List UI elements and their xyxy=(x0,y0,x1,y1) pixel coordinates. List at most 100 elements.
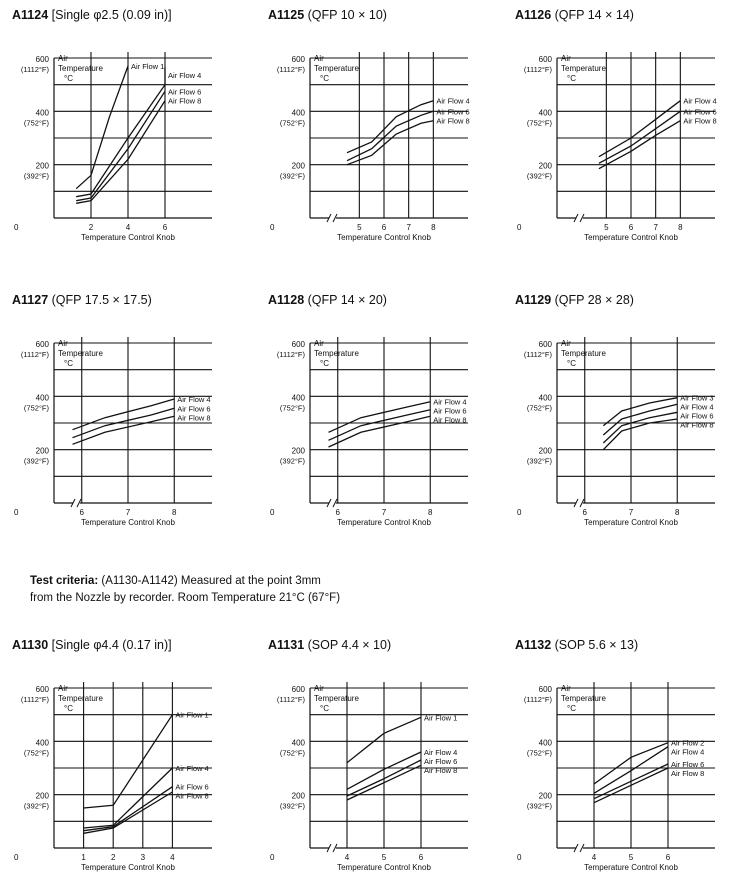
series-line xyxy=(83,714,173,809)
ytick-600-f: (1112°F) xyxy=(524,65,553,74)
ytick-200: 200 xyxy=(539,792,553,801)
chart-title: A1129 (QFP 28 × 28) xyxy=(515,293,634,307)
ylabel-line2: Temperature xyxy=(314,349,359,358)
axis-break-gap xyxy=(73,499,80,507)
chart-svg: 600(1112°F)400(752°F)200(392°F)AirTemper… xyxy=(270,682,468,872)
ytick-600: 600 xyxy=(36,55,50,64)
ylabel-line3: °C xyxy=(320,359,329,368)
ylabel-line1: Air xyxy=(561,339,571,348)
ytick-200-f: (392°F) xyxy=(280,802,306,811)
ylabel-line1: Air xyxy=(314,339,324,348)
origin-label: 0 xyxy=(517,223,522,232)
axis-break-mark xyxy=(326,213,332,223)
axis-break-mark xyxy=(579,843,585,853)
ytick-200-f: (392°F) xyxy=(527,172,553,181)
xtick-label: 6 xyxy=(80,508,85,517)
origin-label: 0 xyxy=(14,508,19,517)
ytick-200-f: (392°F) xyxy=(280,457,306,466)
chart-model: A1124 xyxy=(12,8,49,22)
ytick-400: 400 xyxy=(539,738,553,747)
ytick-400-f: (752°F) xyxy=(280,403,306,412)
series-label: Air Flow 6 xyxy=(671,760,704,769)
series-line xyxy=(75,65,129,190)
axis-break-gap xyxy=(329,499,336,507)
series-line xyxy=(328,409,431,441)
series-line xyxy=(346,110,434,162)
ytick-400-f: (752°F) xyxy=(527,748,553,757)
series-line xyxy=(76,67,166,198)
ylabel-line2: Temperature xyxy=(561,694,606,703)
xtick-label: 5 xyxy=(604,223,609,232)
ytick-400-f: (752°F) xyxy=(527,403,553,412)
chart-title: A1130 [Single φ4.4 (0.17 in)] xyxy=(12,638,172,652)
series-line xyxy=(602,403,678,436)
chart-a1126: A1126 (QFP 14 × 14) 600 (1112°F) 400 (752°F)… xyxy=(515,8,730,253)
ylabel-line1: Air xyxy=(561,684,571,693)
series-line xyxy=(346,100,434,154)
series-line xyxy=(72,398,175,431)
ytick-400-f: (752°F) xyxy=(527,118,553,127)
xtick-label: 2 xyxy=(89,223,94,232)
ytick-600-f: (1112°F) xyxy=(277,65,306,74)
series-line xyxy=(346,716,422,764)
ylabel-line1: Air xyxy=(58,684,68,693)
ylabel-line1: Air xyxy=(561,54,571,63)
series-label: Air Flow 8 xyxy=(433,416,466,425)
series-label: Air Flow 8 xyxy=(680,421,713,430)
series-label: Air Flow 6 xyxy=(680,412,713,421)
test-criteria-note: Test criteria: (A1130-A1142) Measured at… xyxy=(30,573,340,607)
series-label: Air Flow 1 xyxy=(131,62,164,71)
ylabel-line3: °C xyxy=(320,74,329,83)
ytick-200: 200 xyxy=(36,447,50,456)
chart-desc: [Single φ2.5 (0.09 in)] xyxy=(48,8,172,22)
axis-break-mark xyxy=(579,498,585,508)
axis-break-gap xyxy=(576,844,583,852)
xtick-label: 8 xyxy=(431,223,436,232)
ytick-600: 600 xyxy=(36,340,50,349)
series-line xyxy=(328,401,431,433)
xtick-label: 4 xyxy=(126,223,131,232)
chart-a1129: A1129 (QFP 28 × 28) 600 (1112°F) 400 (752°F)… xyxy=(515,293,730,538)
series-label: Air Flow 1 xyxy=(424,713,457,722)
ytick-200: 200 xyxy=(292,447,306,456)
axis-break-gap xyxy=(576,214,583,222)
chart-a1125: A1125 (QFP 10 × 10) 600 (1112°F) 400 (752°F)… xyxy=(268,8,488,253)
chart-desc: (QFP 10 × 10) xyxy=(304,8,387,22)
xlabel: Temperature Control Knob xyxy=(584,863,678,872)
chart-model: A1127 xyxy=(12,293,49,307)
ylabel-line3: °C xyxy=(64,704,73,713)
series-label: Air Flow 6 xyxy=(168,87,201,96)
axis-break-mark xyxy=(326,843,332,853)
chart-model: A1129 xyxy=(515,293,552,307)
ytick-600: 600 xyxy=(539,340,553,349)
series-label: Air Flow 4 xyxy=(177,395,210,404)
ylabel-line1: Air xyxy=(314,684,324,693)
chart-title: A1124 [Single φ2.5 (0.09 in)] xyxy=(12,8,172,22)
chart-svg: 600(1112°F)400(752°F)200(392°F)AirTemper… xyxy=(270,337,468,527)
ytick-600: 600 xyxy=(36,685,50,694)
ytick-600: 600 xyxy=(539,55,553,64)
series-label: Air Flow 8 xyxy=(424,766,457,775)
series-line xyxy=(593,763,669,800)
chart-svg: 600(1112°F)400(752°F)200(392°F)AirTemper… xyxy=(14,337,212,527)
ytick-400: 400 xyxy=(36,738,50,747)
chart-desc: (SOP 4.4 × 10) xyxy=(304,638,392,652)
xtick-label: 8 xyxy=(678,223,683,232)
xlabel: Temperature Control Knob xyxy=(337,863,431,872)
ylabel-line3: °C xyxy=(64,359,73,368)
series-label: Air Flow 4 xyxy=(680,403,713,412)
axis-break-gap xyxy=(329,214,336,222)
xtick-label: 4 xyxy=(345,853,350,862)
series-label: Air Flow 3 xyxy=(680,394,713,403)
axis-break-mark xyxy=(326,498,332,508)
ytick-400: 400 xyxy=(36,393,50,402)
chart-desc: (QFP 14 × 14) xyxy=(551,8,634,22)
chart-svg: 600(1112°F)400(752°F)200(392°F)AirTemper… xyxy=(14,682,212,872)
chart-title: A1128 (QFP 14 × 20) xyxy=(268,293,387,307)
series-line xyxy=(72,407,175,439)
ytick-200: 200 xyxy=(292,792,306,801)
axis-break-gap xyxy=(576,499,583,507)
xtick-label: 7 xyxy=(653,223,658,232)
series-label: Air Flow 6 xyxy=(424,757,457,766)
ytick-600: 600 xyxy=(292,685,306,694)
